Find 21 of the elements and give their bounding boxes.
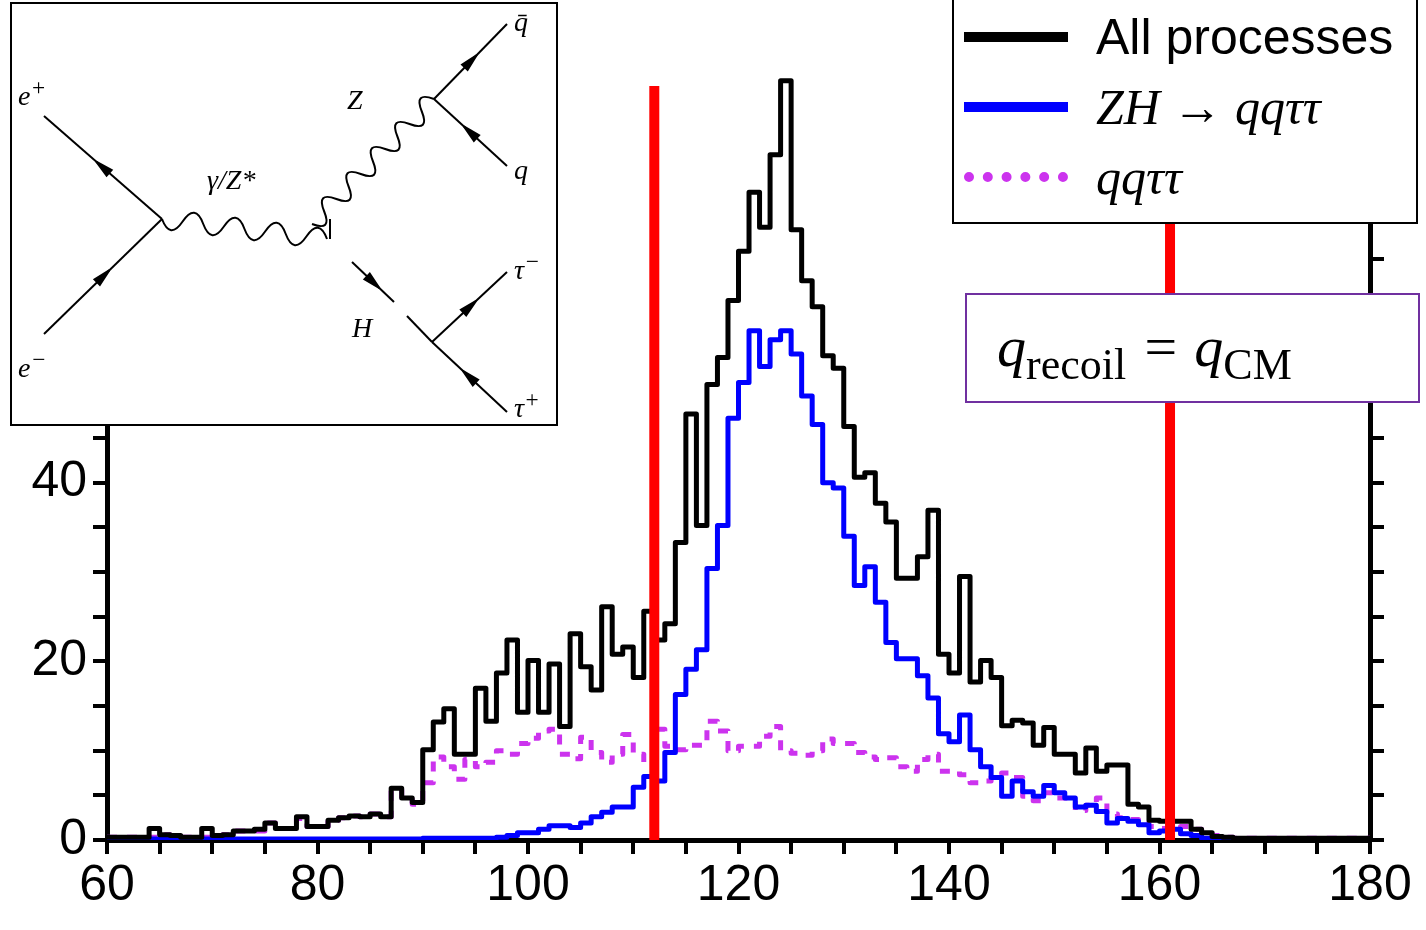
annotation: q	[514, 154, 528, 186]
legend-label: ZH → qqττ	[1096, 78, 1321, 136]
x-tick-label: 120	[696, 854, 781, 911]
x-tick-label: 80	[289, 854, 346, 911]
y-tick-label: 20	[31, 630, 87, 687]
x-tick-label: 140	[907, 854, 991, 911]
text: e$^{−}$	[18, 346, 47, 384]
y-tick-label: 40	[31, 451, 87, 508]
legend-label: qqττ	[1096, 148, 1182, 206]
annotation: τ$^{−}$	[514, 248, 540, 287]
annotation: H	[352, 312, 373, 344]
annotation: τ$^{+}$	[514, 386, 540, 425]
x-tick-label: 180	[1328, 854, 1412, 911]
annotation: q̄	[514, 6, 528, 38]
text: e$^{+}$	[18, 74, 47, 112]
x-tick-label: 100	[486, 854, 570, 911]
annotation: Z	[347, 84, 363, 116]
annotation: γ/Z*	[207, 164, 256, 196]
x-tick-label: 160	[1117, 854, 1202, 911]
legend-label: All processes	[1096, 8, 1394, 66]
annotation: q$_{recoil}$ = q$_{CM}$	[965, 293, 1420, 403]
